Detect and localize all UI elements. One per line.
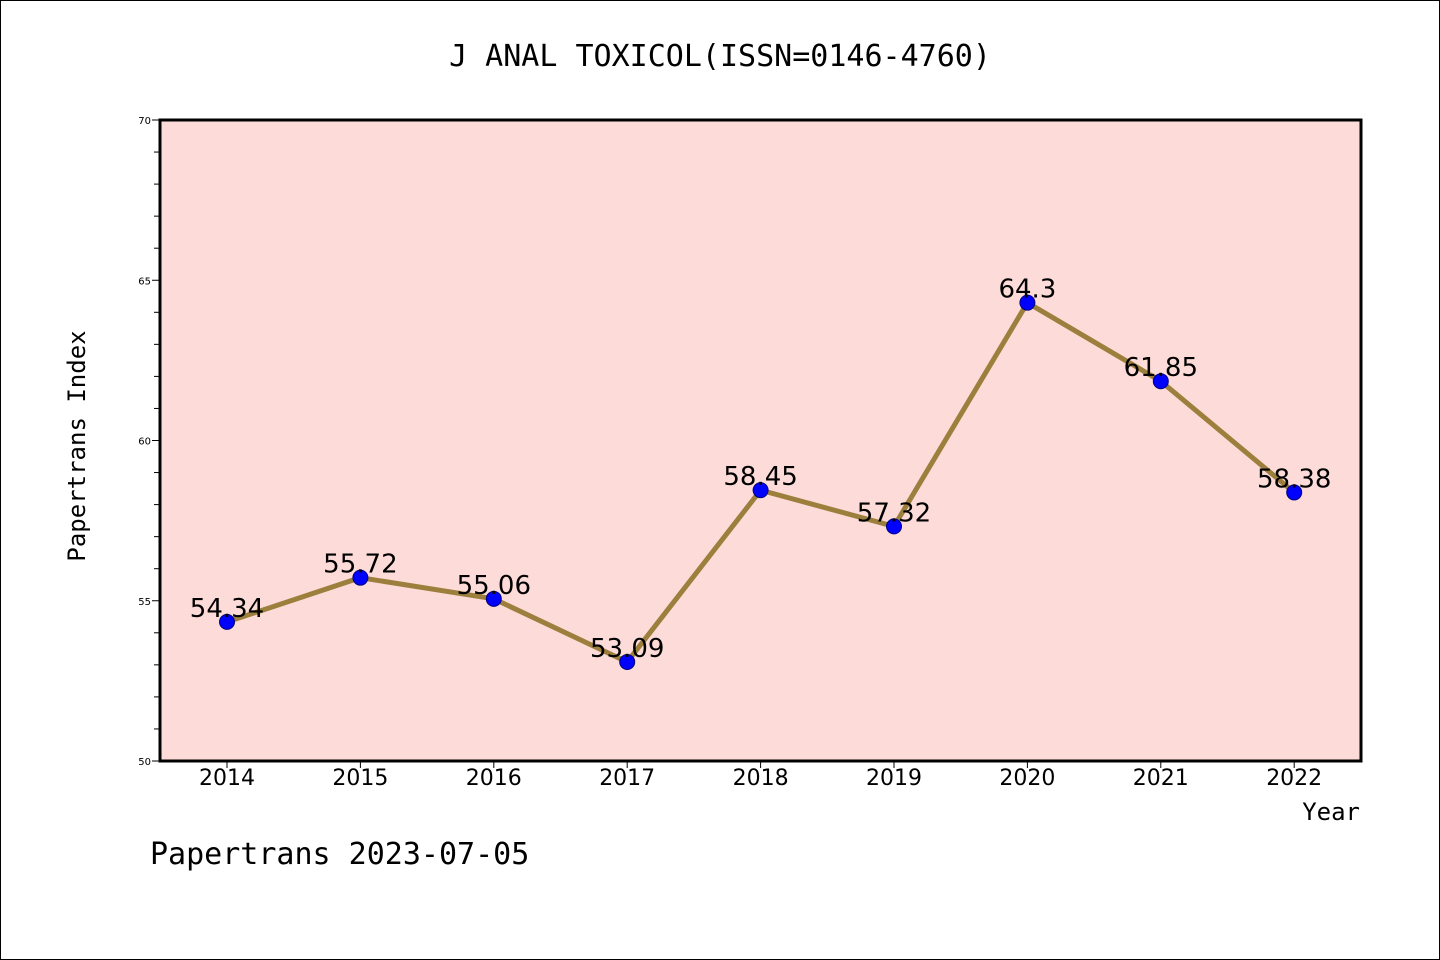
y-tick-label: 50 — [138, 757, 151, 768]
data-point — [1152, 373, 1169, 390]
data-point — [1286, 484, 1303, 501]
plot-area — [158, 118, 1363, 763]
data-point — [886, 518, 902, 535]
data-point — [352, 569, 369, 586]
x-tick-label: 2019 — [866, 766, 922, 791]
x-axis-label: Year — [1302, 798, 1360, 826]
data-label: 53.09 — [590, 634, 664, 664]
footer-text: Papertrans 2023-07-05 — [150, 837, 529, 872]
y-tick-label: 65 — [138, 276, 151, 287]
data-label: 64.3 — [998, 275, 1056, 305]
x-tick-label: 2016 — [466, 766, 522, 791]
x-tick-label: 2017 — [599, 766, 655, 791]
data-label: 58.45 — [723, 462, 797, 492]
series-points — [219, 294, 1303, 670]
data-point — [1019, 294, 1036, 311]
data-point — [219, 613, 235, 630]
y-axis-label: Papertrans Index — [63, 330, 91, 561]
data-labels: 54.34 55.72 55.06 53.09 58.45 57.32 64.3 61.85 5… — [190, 275, 1332, 664]
chart-title: J ANAL TOXICOL(ISSN=0146-4760) — [449, 39, 991, 74]
x-tick-label: 2018 — [733, 766, 789, 791]
data-label: 58.38 — [1257, 464, 1331, 494]
y-tick-label: 70 — [138, 116, 151, 127]
data-point — [619, 653, 636, 670]
y-axis: 50 55 60 65 70 — [138, 116, 160, 768]
x-tick-label: 2014 — [199, 766, 255, 791]
data-point — [485, 590, 502, 607]
x-tick-label: 2015 — [332, 766, 388, 791]
x-tick-label: 2020 — [999, 766, 1055, 791]
data-label: 57.32 — [857, 498, 931, 528]
data-label: 61.85 — [1124, 353, 1198, 383]
data-label: 55.72 — [323, 550, 397, 580]
y-tick-label: 55 — [138, 597, 151, 608]
y-tick-label: 60 — [138, 437, 151, 448]
x-tick-label: 2022 — [1266, 766, 1322, 791]
data-label: 55.06 — [457, 571, 531, 601]
data-point — [752, 482, 769, 499]
x-axis: 2014 2015 2016 2017 2018 2019 2020 2021 2022 — [199, 761, 1322, 791]
data-label: 54.34 — [190, 594, 264, 624]
x-tick-label: 2021 — [1133, 766, 1189, 791]
